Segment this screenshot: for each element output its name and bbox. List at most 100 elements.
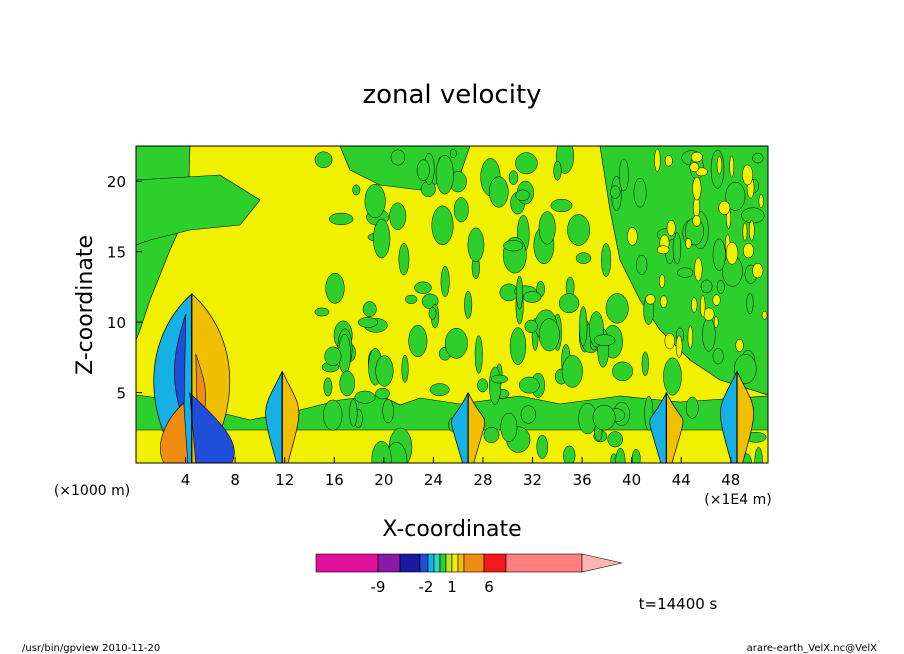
yellow-patch <box>659 295 668 309</box>
green-patch <box>712 238 726 271</box>
green-patch <box>328 212 354 226</box>
green-patch <box>663 357 682 396</box>
colorbar-extension <box>581 553 623 573</box>
x-tick-label: 12 <box>275 471 294 489</box>
green-patch <box>375 387 390 400</box>
yellow-patch <box>694 257 703 282</box>
green-patch <box>325 272 345 304</box>
colorbar-swatch <box>483 553 507 573</box>
x-tick-label: 24 <box>424 471 443 489</box>
colorbar <box>315 553 623 573</box>
green-patch <box>474 335 483 374</box>
green-region <box>136 174 261 246</box>
green-patch <box>612 361 633 382</box>
yellow-patch <box>742 222 748 241</box>
green-patch <box>398 243 410 276</box>
yellow-patch <box>659 274 666 289</box>
colorbar-swatch <box>463 553 485 573</box>
yellow-patch <box>742 243 754 259</box>
plot-area <box>136 146 768 463</box>
yellow-patch <box>758 194 764 208</box>
green-patch <box>536 434 549 459</box>
yellow-patch <box>654 148 661 172</box>
plot-frame <box>135 145 769 464</box>
green-patch <box>563 445 576 463</box>
green-patch <box>483 426 500 444</box>
green-patch <box>453 197 469 223</box>
green-patch <box>579 306 588 347</box>
colorbar-label: -2 <box>419 578 434 596</box>
x-tick-label: 16 <box>325 471 344 489</box>
green-patch <box>567 214 591 246</box>
yellow-patch <box>713 316 719 329</box>
footer-right: arare-earth_VelX.nc@VelX <box>747 643 878 654</box>
green-patch <box>464 290 473 319</box>
green-regions <box>136 146 768 463</box>
y-tick-label: 10 <box>107 314 126 332</box>
green-patch <box>389 202 407 230</box>
green-patch <box>522 291 542 303</box>
yellow-patch <box>726 241 739 265</box>
colorbar-swatch <box>433 553 441 573</box>
green-patch <box>357 317 379 328</box>
green-patch <box>754 446 763 463</box>
green-patch <box>509 327 527 365</box>
yellow-patch <box>666 219 676 237</box>
colorbar-swatch <box>505 553 583 573</box>
colorbar-swatch <box>457 553 465 573</box>
x-tick-label: 48 <box>721 471 740 489</box>
chart-title: zonal velocity <box>362 80 541 110</box>
yellow-patch <box>692 215 701 227</box>
green-patch <box>538 211 556 245</box>
yellow-patch <box>687 325 693 349</box>
green-patch <box>435 154 454 195</box>
green-patch <box>354 390 376 404</box>
green-patch <box>672 232 682 265</box>
green-patch <box>414 281 432 294</box>
yellow-patch <box>716 155 723 175</box>
x-tick-label: 20 <box>374 471 393 489</box>
green-patch <box>373 218 391 259</box>
green-patch <box>364 183 386 219</box>
green-patch <box>524 319 538 333</box>
green-patch <box>371 440 392 463</box>
y-axis-label: Z-coordinate <box>73 235 98 375</box>
yellow-patch <box>656 245 670 255</box>
colorbar-label: -9 <box>371 578 386 596</box>
green-patch <box>467 227 485 263</box>
green-patch <box>477 378 489 393</box>
yellow-patch <box>690 151 703 163</box>
perturbation-feature <box>649 392 684 463</box>
yellow-patch <box>645 294 656 305</box>
green-patch <box>716 279 725 294</box>
green-patch <box>401 354 409 383</box>
green-patch <box>428 307 437 320</box>
green-patch <box>601 243 612 277</box>
green-patch <box>712 348 724 365</box>
green-patch <box>610 185 621 199</box>
colorbar-swatch <box>439 553 447 573</box>
green-patch <box>349 399 358 427</box>
y-axis-ticks: 5 10 15 20 <box>107 173 142 403</box>
x-tick-label: 44 <box>672 471 691 489</box>
yellow-patch <box>752 263 764 279</box>
y-tick-label: 15 <box>107 244 126 262</box>
time-annotation: t=14400 s <box>639 595 718 613</box>
colorbar-swatch <box>451 553 459 573</box>
green-patch <box>561 355 583 388</box>
green-patch <box>339 370 355 397</box>
green-patch <box>323 377 333 397</box>
green-patch <box>323 399 343 431</box>
green-patch <box>685 396 699 419</box>
green-patch <box>592 404 616 431</box>
colorbar-labels: -9 -2 1 6 <box>371 578 494 596</box>
y-tick-label: 5 <box>116 385 126 403</box>
green-patch <box>633 177 647 208</box>
green-patch <box>431 205 454 246</box>
yellow-patch <box>761 310 768 320</box>
y-tick-label: 20 <box>107 173 126 191</box>
green-patch <box>490 374 509 384</box>
green-patch <box>641 351 649 377</box>
green-patch <box>593 334 616 346</box>
